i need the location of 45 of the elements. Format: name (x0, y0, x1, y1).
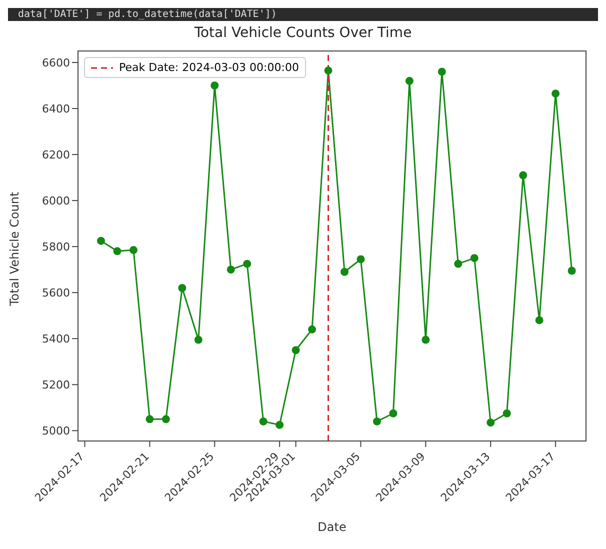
y-tick-label: 5000 (42, 424, 70, 438)
point (259, 417, 268, 426)
x-axis-title: Date (318, 520, 346, 534)
point (226, 266, 235, 274)
point (422, 336, 430, 344)
point (454, 260, 462, 268)
point (292, 346, 300, 354)
point (324, 66, 332, 75)
point (129, 246, 138, 254)
point (389, 409, 398, 418)
point (486, 418, 495, 427)
text: data['DATE'] = pd.to_datetime(data['DATE']) (8, 8, 598, 21)
legend: Peak Date: 2024-03-03 00:00:00 (84, 57, 306, 78)
point (568, 266, 576, 275)
point (243, 260, 252, 268)
point (162, 415, 170, 424)
point (470, 254, 478, 262)
y-tick-label: 5200 (42, 378, 70, 392)
y-axis-title: Total Vehicle Count (7, 192, 22, 307)
y-tick-label: 6400 (42, 102, 70, 116)
point (178, 284, 186, 292)
y-tick-label: 5600 (42, 286, 70, 300)
point (340, 268, 349, 276)
point (276, 420, 284, 429)
point (97, 236, 105, 245)
chart-title: Total Vehicle Counts Over Time (193, 25, 413, 41)
y-tick-label: 6000 (42, 194, 70, 208)
point (210, 82, 219, 90)
point (308, 325, 316, 334)
y-tick-label: 5400 (42, 332, 70, 346)
point (552, 90, 560, 98)
point (372, 417, 381, 426)
y-tick-label: 5800 (42, 240, 70, 254)
point (438, 68, 446, 76)
point (405, 76, 414, 85)
point (535, 316, 544, 324)
point (356, 255, 365, 264)
point (194, 336, 202, 344)
point (502, 409, 511, 418)
ref-line-label: Peak Date: 2024-03-03 00:00:00 (119, 61, 299, 74)
point (146, 415, 154, 424)
y-tick-label: 6600 (42, 56, 70, 70)
point (519, 171, 528, 180)
point (113, 247, 122, 256)
y-tick-label: 6200 (42, 148, 70, 162)
